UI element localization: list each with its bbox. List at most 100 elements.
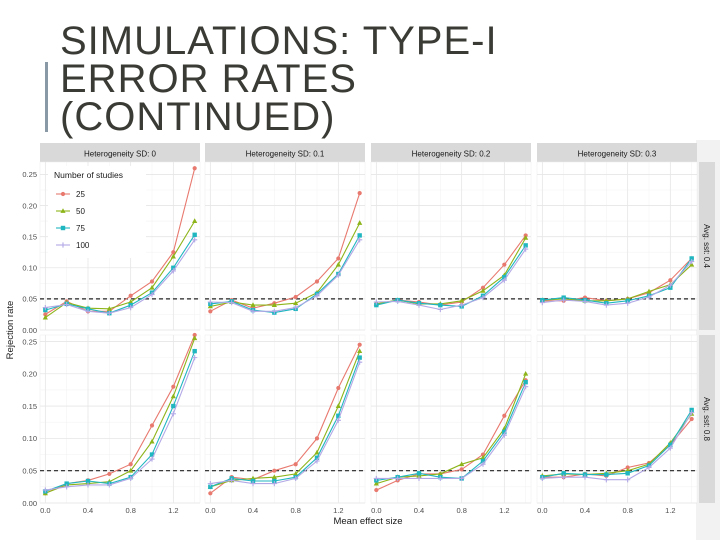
y-tick-label: 0.10 — [22, 264, 37, 273]
series-line — [210, 351, 361, 488]
series-line — [376, 386, 527, 479]
data-point — [314, 455, 320, 460]
legend-label: 100 — [76, 241, 90, 250]
slide-title-line-2: ERROR RATES — [60, 57, 357, 101]
legend-title: Number of studies — [54, 170, 123, 180]
data-point — [561, 471, 566, 476]
column-strip-label: Heterogeneity SD: 0 — [84, 150, 157, 159]
rejection-rate-facet-chart: Heterogeneity SD: 0 Heterogeneity SD: 0.1… — [0, 140, 720, 540]
x-tick-label: 1.2 — [499, 506, 509, 515]
data-point — [335, 417, 341, 423]
data-point — [208, 309, 213, 314]
panel-background — [204, 334, 366, 504]
data-point — [561, 474, 567, 480]
data-point — [128, 467, 134, 473]
data-point — [523, 246, 529, 252]
data-point — [603, 477, 609, 483]
data-point — [336, 256, 341, 261]
data-point — [357, 342, 362, 347]
data-point — [416, 302, 422, 308]
data-point — [60, 242, 66, 248]
data-point — [250, 308, 256, 314]
data-point — [539, 475, 545, 482]
data-point — [502, 262, 507, 267]
data-point — [480, 458, 486, 464]
data-point — [171, 265, 176, 270]
data-point — [192, 237, 198, 243]
data-point — [314, 279, 320, 284]
data-point — [149, 291, 155, 298]
x-tick-label: 0.4 — [580, 506, 590, 515]
y-tick-label: 0.25 — [22, 337, 37, 346]
column-strip — [371, 143, 531, 162]
series-line — [44, 220, 196, 319]
data-point — [646, 294, 652, 300]
x-tick-label: 0.4 — [414, 506, 424, 515]
legend-label: 75 — [76, 224, 85, 233]
data-point — [85, 308, 91, 314]
panel-background — [536, 161, 698, 331]
x-tick-label: 0.4 — [83, 506, 93, 515]
data-point — [336, 385, 341, 391]
series-line — [45, 338, 196, 494]
data-point — [43, 312, 48, 317]
data-point — [171, 403, 176, 409]
data-point — [395, 475, 401, 482]
y-tick-label: 0.00 — [22, 326, 37, 335]
column-strip — [40, 143, 200, 162]
data-point — [502, 429, 507, 435]
panel-background — [204, 161, 366, 331]
data-point — [293, 300, 299, 306]
data-point — [395, 298, 401, 304]
series-line — [542, 258, 693, 304]
column-strip — [205, 143, 365, 162]
data-point — [60, 191, 66, 197]
data-point — [293, 471, 299, 476]
legend-label: 50 — [76, 207, 85, 216]
x-tick-label: 1.2 — [665, 506, 675, 515]
series-line — [210, 361, 361, 485]
data-point — [459, 461, 465, 467]
data-point — [689, 409, 695, 416]
data-point — [171, 384, 176, 389]
series-line — [542, 261, 693, 306]
data-point — [192, 348, 197, 354]
data-point — [523, 379, 528, 385]
x-tick-label: 0.8 — [290, 506, 300, 515]
slide-title: SIMULATIONS: TYPE-I ERROR RATES (CONTINU… — [60, 22, 700, 140]
data-point — [689, 261, 695, 267]
data-point — [437, 475, 443, 482]
data-point — [357, 359, 363, 365]
series-line — [542, 409, 693, 478]
series-line — [210, 357, 361, 488]
data-point — [357, 191, 362, 196]
column-strip-label: Heterogeneity SD: 0.3 — [578, 150, 657, 159]
x-tick-label: 1.2 — [168, 506, 178, 515]
data-point — [128, 462, 133, 467]
data-point — [314, 436, 320, 441]
data-point — [60, 225, 66, 231]
data-point — [271, 481, 277, 487]
data-point — [357, 220, 363, 225]
data-point — [128, 475, 134, 482]
y-tick-label: 0.20 — [22, 201, 37, 210]
series-line — [210, 192, 361, 312]
data-point — [314, 458, 320, 464]
data-point — [668, 442, 673, 448]
data-point — [523, 243, 528, 248]
data-point — [293, 462, 298, 467]
data-point — [689, 416, 694, 422]
series-line — [376, 381, 527, 481]
data-point — [192, 232, 197, 237]
data-point — [64, 301, 70, 308]
data-point — [128, 299, 134, 304]
series-line — [376, 379, 527, 491]
row-strip-label: Avg. sst: 0.4 — [702, 224, 711, 268]
panel-background — [370, 161, 532, 331]
data-point — [480, 285, 486, 290]
data-point — [229, 477, 235, 483]
data-point — [171, 250, 176, 255]
data-point — [42, 487, 48, 493]
row-strip — [699, 335, 715, 503]
y-tick-label: 0.05 — [22, 466, 37, 475]
